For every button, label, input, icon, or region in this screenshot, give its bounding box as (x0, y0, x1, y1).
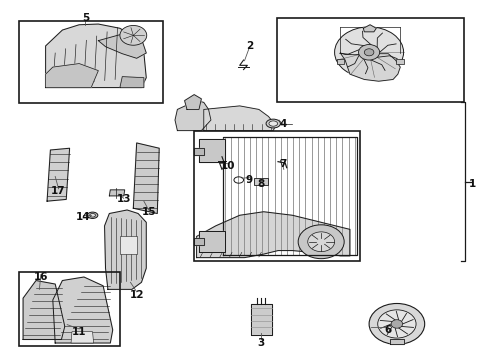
Polygon shape (109, 190, 124, 196)
Text: 3: 3 (257, 338, 264, 348)
Bar (396, 59, 403, 64)
Text: 15: 15 (141, 207, 156, 217)
Text: 12: 12 (129, 290, 143, 300)
Polygon shape (53, 277, 112, 343)
Text: 7: 7 (279, 159, 286, 169)
Text: 13: 13 (116, 194, 131, 204)
Polygon shape (254, 178, 267, 185)
Polygon shape (98, 32, 146, 58)
Polygon shape (199, 231, 225, 252)
Circle shape (298, 225, 344, 259)
Polygon shape (194, 238, 203, 245)
Circle shape (120, 26, 146, 45)
Bar (19, 21, 163, 103)
Circle shape (358, 45, 379, 60)
Circle shape (334, 27, 403, 78)
Circle shape (390, 320, 402, 328)
Circle shape (368, 303, 424, 345)
Text: 4: 4 (279, 118, 286, 129)
Polygon shape (104, 210, 146, 289)
Polygon shape (199, 139, 225, 162)
Polygon shape (120, 77, 143, 87)
Text: 17: 17 (51, 186, 66, 196)
Bar (194, 131, 359, 261)
Polygon shape (45, 64, 98, 87)
Polygon shape (340, 53, 399, 81)
Text: 11: 11 (72, 327, 86, 337)
Ellipse shape (87, 212, 98, 219)
Polygon shape (47, 148, 69, 201)
Polygon shape (389, 339, 403, 345)
Polygon shape (363, 25, 376, 32)
Polygon shape (194, 148, 203, 154)
Polygon shape (203, 106, 275, 131)
Polygon shape (196, 212, 349, 258)
Polygon shape (133, 143, 159, 213)
Polygon shape (71, 332, 93, 343)
Text: 16: 16 (34, 272, 48, 282)
Circle shape (364, 49, 373, 56)
Bar (19, 273, 120, 346)
Text: 8: 8 (257, 179, 264, 189)
Circle shape (377, 310, 415, 338)
Text: 5: 5 (81, 13, 89, 23)
Bar (277, 18, 463, 102)
Text: 14: 14 (76, 212, 90, 222)
Ellipse shape (89, 213, 95, 217)
Text: 2: 2 (245, 41, 252, 51)
Bar (336, 59, 344, 64)
Polygon shape (23, 280, 64, 339)
Text: 1: 1 (468, 179, 475, 189)
Polygon shape (184, 95, 201, 109)
Polygon shape (45, 24, 146, 87)
Text: 6: 6 (384, 325, 391, 335)
Polygon shape (120, 237, 137, 254)
Text: 10: 10 (220, 161, 235, 171)
Ellipse shape (268, 121, 277, 126)
Polygon shape (250, 304, 271, 334)
Text: 9: 9 (245, 175, 252, 185)
Polygon shape (175, 100, 210, 131)
Circle shape (307, 232, 334, 252)
Ellipse shape (265, 119, 280, 128)
